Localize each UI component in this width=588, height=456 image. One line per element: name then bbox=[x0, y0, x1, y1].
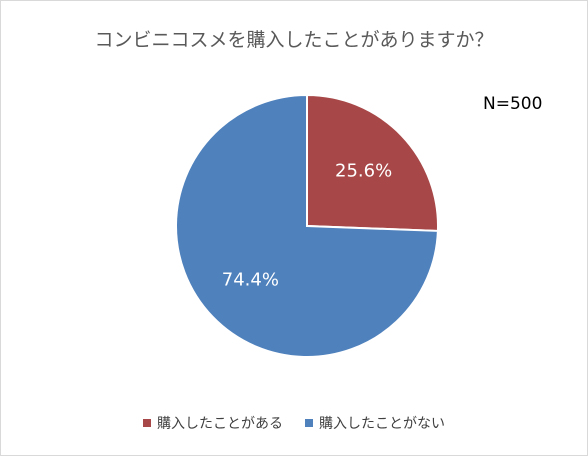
legend-item-not-purchased: 購入したことがない bbox=[305, 413, 445, 433]
legend-item-purchased: 購入したことがある bbox=[143, 413, 283, 433]
legend-label-purchased: 購入したことがある bbox=[157, 416, 283, 432]
legend: 購入したことがある 購入したことがない bbox=[1, 413, 587, 433]
chart-title: コンビニコスメを購入したことがありますか？ bbox=[94, 29, 494, 51]
sample-size-label: N=500 bbox=[483, 94, 543, 114]
legend-swatch-not-purchased bbox=[305, 419, 313, 427]
pie-slice-not-purchased bbox=[175, 93, 439, 358]
legend-swatch-purchased bbox=[143, 419, 151, 427]
pie-slice-purchased bbox=[306, 93, 439, 232]
pie-chart: 25.6% 74.4% bbox=[175, 93, 439, 358]
legend-label-not-purchased: 購入したことがない bbox=[319, 416, 445, 432]
pie-label-not-purchased: 74.4% bbox=[222, 270, 279, 291]
pie-label-purchased: 25.6% bbox=[335, 160, 392, 181]
